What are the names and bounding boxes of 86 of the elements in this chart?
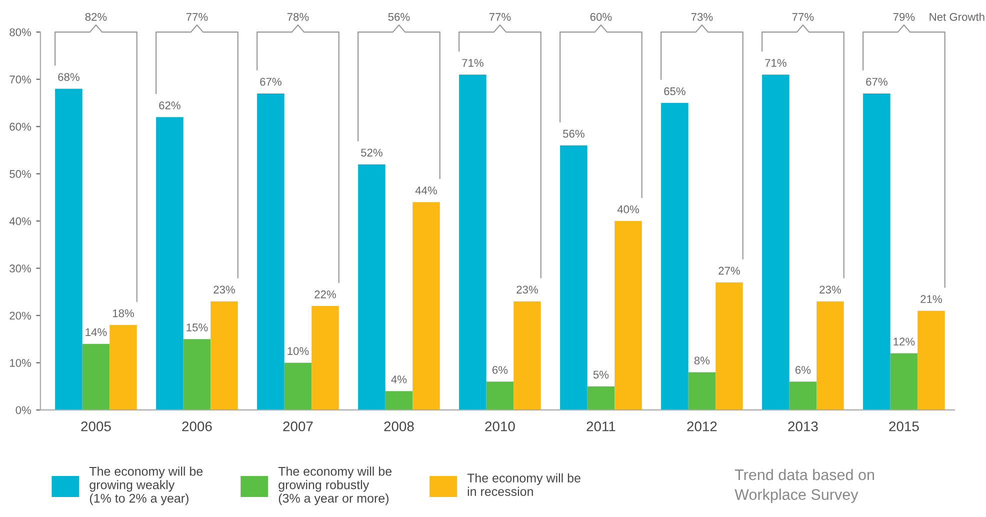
y-tick-label: 30%	[10, 264, 32, 272]
data-label: 65%	[664, 87, 686, 96]
data-label: 27%	[718, 266, 740, 275]
bar	[688, 372, 716, 410]
data-label: 23%	[516, 286, 538, 294]
data-label: 12%	[894, 338, 915, 346]
bar	[587, 386, 615, 410]
x-tick-label: 2010	[485, 421, 515, 432]
legend-label: The economy will be in recession	[467, 473, 580, 496]
bar	[156, 117, 184, 410]
bar	[560, 145, 588, 410]
data-label: 23%	[820, 286, 841, 294]
data-label: 62%	[159, 101, 180, 110]
bar	[614, 221, 642, 410]
bar	[661, 102, 688, 410]
data-label: 71%	[462, 59, 484, 67]
data-label: 68%	[58, 73, 80, 81]
text: 77%	[186, 13, 208, 21]
text: 60%	[590, 12, 612, 21]
y-tick-label: 40%	[9, 217, 32, 226]
y-tick-label: 10%	[10, 359, 32, 367]
bar	[358, 164, 386, 410]
data-label: 21%	[920, 295, 942, 303]
data-label: 15%	[186, 324, 208, 332]
data-label: 56%	[563, 130, 584, 138]
bar	[284, 362, 312, 410]
data-label: 6%	[795, 366, 811, 374]
bar	[412, 202, 440, 410]
text: 73%	[691, 12, 713, 21]
y-tick-label: 80%	[10, 28, 32, 36]
x-tick-label: 2011	[586, 421, 616, 432]
text: 56%	[388, 12, 410, 21]
data-label: 52%	[361, 148, 382, 157]
bar	[789, 382, 817, 410]
text: 77%	[489, 13, 511, 21]
data-label: 6%	[492, 366, 508, 374]
x-tick-label: 2005	[81, 421, 111, 432]
data-label: 40%	[617, 205, 639, 214]
x-tick-label: 2008	[384, 421, 414, 432]
y-tick-label: 0%	[16, 406, 32, 414]
data-label: 44%	[415, 186, 437, 194]
text: 77%	[792, 13, 814, 21]
bar	[918, 310, 945, 410]
bar	[816, 301, 844, 410]
text: Trend data based on Workplace Survey	[734, 468, 874, 503]
y-tick-label: 70%	[10, 76, 32, 84]
legend-label: The economy will be growing weakly (1% to 2% a year)	[89, 466, 203, 506]
legend-label: The economy will be growing robustly (3% a year or more)	[278, 466, 392, 506]
data-label: 18%	[112, 309, 134, 318]
data-label: 5%	[593, 370, 609, 379]
x-tick-label: 2007	[283, 421, 313, 432]
data-label: 4%	[391, 376, 407, 384]
bar	[863, 93, 890, 410]
y-tick-label: 20%	[10, 312, 32, 320]
x-tick-label: 2012	[687, 421, 717, 432]
bar	[890, 353, 918, 410]
y-tick-label: 60%	[10, 122, 32, 131]
bar	[762, 74, 790, 410]
data-label: 8%	[694, 356, 710, 364]
data-label: 10%	[288, 347, 309, 355]
bar	[82, 344, 110, 410]
bar	[716, 282, 743, 410]
bar	[312, 306, 339, 410]
bar	[210, 301, 238, 410]
data-label: 23%	[214, 286, 235, 294]
bar	[257, 93, 284, 410]
y-tick-label: 50%	[10, 170, 32, 178]
bar	[486, 382, 514, 410]
bar	[110, 324, 137, 410]
text: 78%	[287, 12, 309, 21]
bar	[514, 301, 541, 410]
bar	[385, 391, 413, 410]
bar	[459, 74, 486, 410]
data-label: 22%	[314, 290, 336, 298]
data-label: 67%	[866, 78, 888, 86]
text: 79%	[893, 12, 915, 21]
x-tick-label: 2015	[889, 421, 919, 432]
data-label: 14%	[86, 328, 107, 336]
x-tick-label: 2013	[788, 421, 818, 432]
text: Net Growth	[930, 12, 984, 21]
x-tick-label: 2006	[182, 421, 212, 432]
data-label: 71%	[765, 59, 786, 67]
data-label: 67%	[260, 78, 282, 86]
bar	[55, 88, 82, 410]
text: 82%	[85, 12, 107, 21]
bar	[183, 339, 211, 410]
